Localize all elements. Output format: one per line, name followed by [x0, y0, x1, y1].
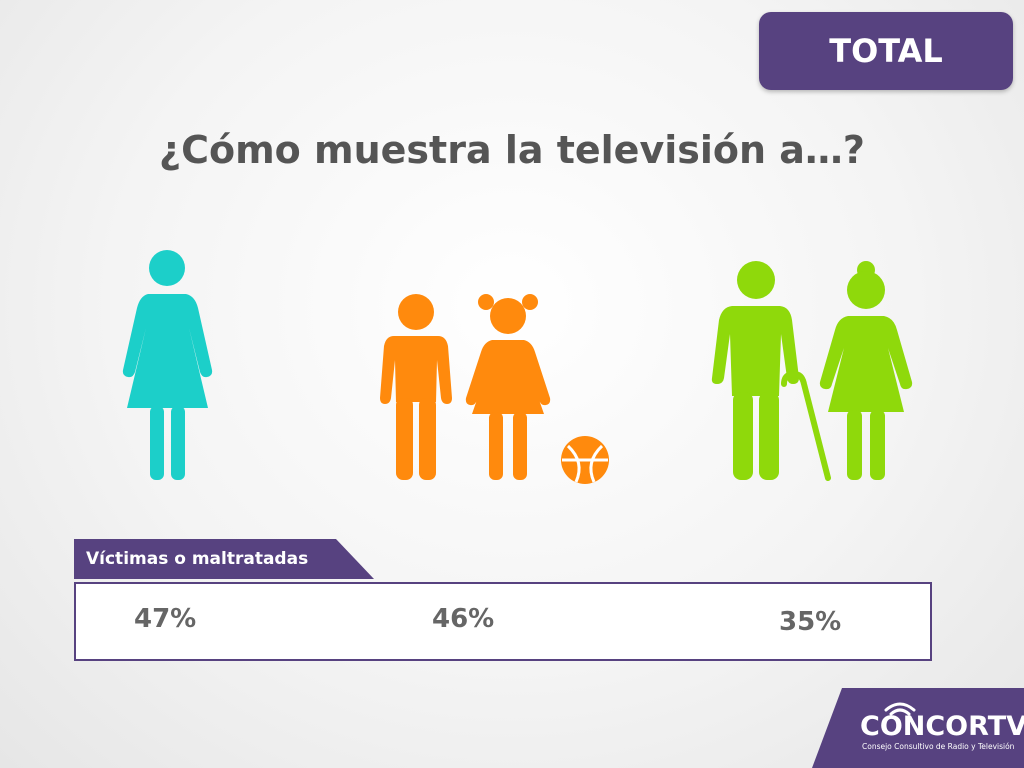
woman-icon: [122, 250, 213, 480]
value-children: 46%: [432, 604, 495, 634]
children-icon: [380, 294, 609, 484]
value-woman: 47%: [134, 604, 197, 634]
value-elderly: 35%: [779, 607, 842, 637]
concortv-logo: CONCORTV Consejo Consultivo de Radio y T…: [812, 688, 1024, 768]
logo-subtitle: Consejo Consultivo de Radio y Televisión: [862, 742, 1015, 751]
page-title: ¿Cómo muestra la televisión a…?: [159, 128, 865, 172]
total-badge: TOTAL: [759, 12, 1013, 90]
logo-name: CONCORTV: [860, 711, 1024, 742]
values-box: 47% 46% 35%: [74, 582, 932, 661]
category-tab: Víctimas o maltratadas: [74, 539, 374, 579]
broadcast-icon: [884, 702, 916, 716]
elderly-couple-icon: [711, 261, 913, 481]
logo-background: [812, 688, 1024, 768]
category-tab-shape: [74, 539, 374, 579]
category-label: Víctimas o maltratadas: [86, 549, 309, 569]
